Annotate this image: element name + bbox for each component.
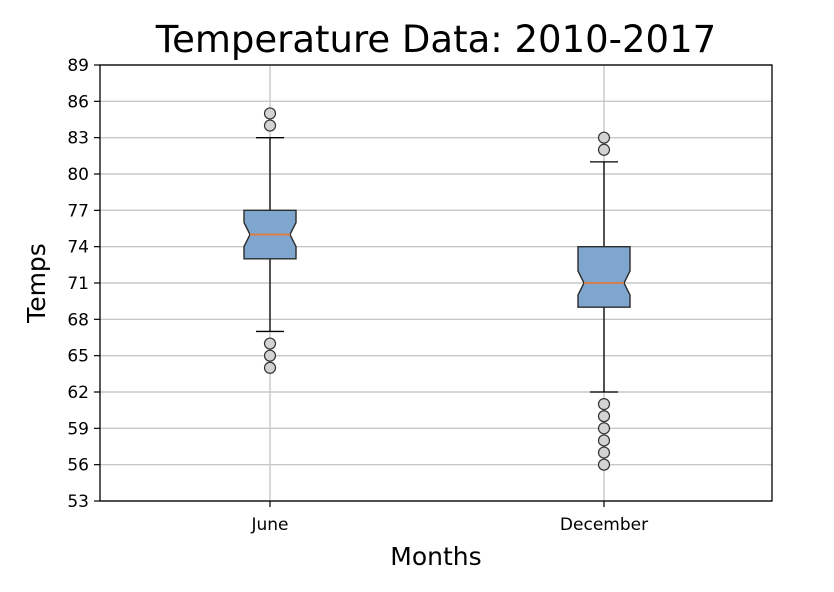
outlier-point [263,337,277,350]
outlier-point [597,458,611,471]
outlier-point [597,422,611,435]
y-tick-label: 62 [67,383,89,403]
box-december [577,131,631,471]
y-tick-label: 77 [67,201,89,221]
outlier-point [597,446,611,459]
y-tick-label: 83 [67,129,89,149]
chart-title: Temperature Data: 2010-2017 [155,18,716,61]
outlier-point [263,107,277,120]
y-tick-label: 68 [67,310,89,330]
box-june [243,107,297,374]
outlier-point [597,410,611,423]
y-tick-label: 59 [67,419,89,439]
y-tick-label: 53 [67,492,89,512]
y-tick-label: 89 [67,56,89,76]
y-tick-label: 56 [67,456,89,476]
outlier-point [263,349,277,362]
x-axis-label: Months [390,542,481,571]
outlier-point [597,434,611,447]
outlier-point [597,143,611,156]
outlier-point [263,361,277,374]
x-tick-label: June [250,515,288,535]
y-tick-label: 74 [67,238,89,258]
box-series [243,107,631,471]
y-axis-ticks: 53 56 59 62 65 68 71 74 77 80 83 86 89 [67,56,100,512]
box-body [577,245,631,308]
x-axis-ticks: June December [250,501,648,535]
y-tick-label: 86 [67,92,89,112]
x-tick-label: December [560,515,648,535]
outlier-point [597,398,611,411]
y-tick-label: 71 [67,274,89,294]
grid-lines [100,64,772,502]
outlier-point [263,119,277,132]
y-tick-label: 65 [67,347,89,367]
outlier-point [597,131,611,144]
y-tick-label: 80 [67,165,89,185]
y-axis-label: Temps [22,243,51,324]
